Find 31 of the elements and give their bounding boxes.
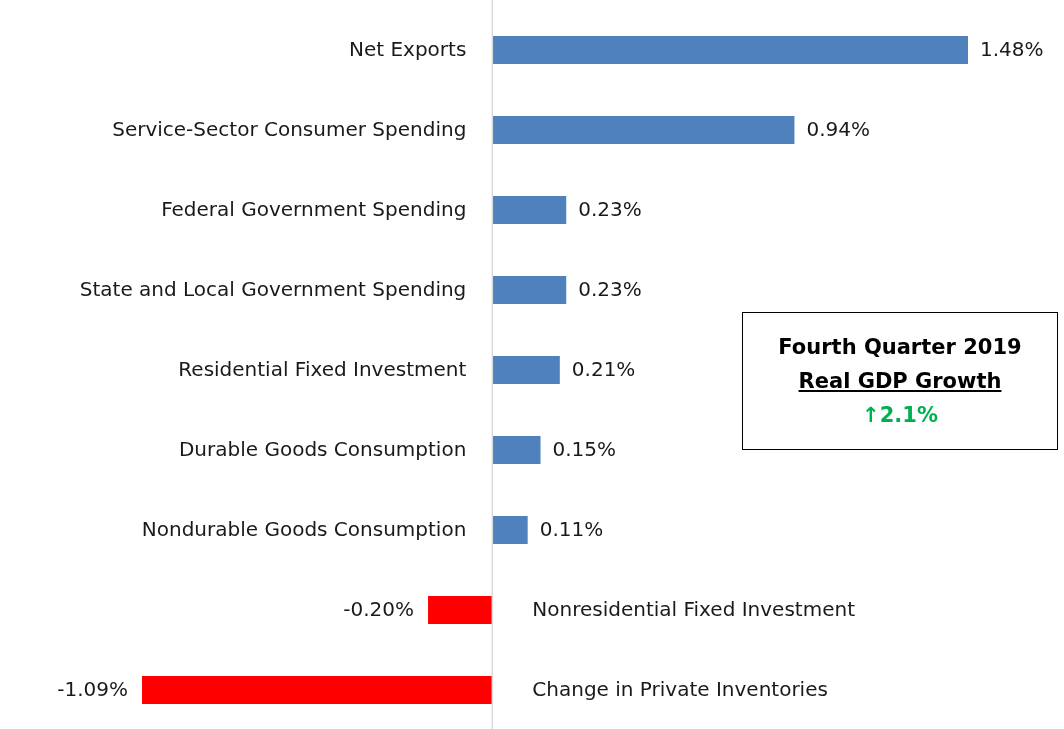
bar [492, 36, 968, 64]
y-tick-label: Service-Sector Consumer Spending [112, 117, 467, 141]
annotation: Real GDP Growth [798, 368, 1002, 395]
data-label: 0.11% [539, 517, 604, 541]
y-tick-label: Net Exports [348, 37, 467, 61]
bar [492, 516, 528, 544]
bar [428, 596, 493, 624]
y-tick-label: Durable Goods Consumption [178, 437, 467, 461]
bar [492, 116, 795, 144]
bar [492, 436, 541, 464]
y-tick-label: State and Local Government Spending [79, 277, 467, 301]
note-box: Fourth Quarter 2019 Real GDP Growth ↑2.1% [742, 312, 1058, 450]
data-label: 0.21% [571, 357, 636, 381]
bar [492, 276, 567, 304]
y-tick-label: Federal Government Spending [161, 197, 467, 221]
y-tick-label: Residential Fixed Investment [178, 357, 467, 381]
data-label: 0.15% [552, 437, 617, 461]
annotation: ↑2.1% [862, 402, 938, 429]
y-tick-label: Nonresidential Fixed Investment [532, 597, 856, 621]
y-tick-label: Nondurable Goods Consumption [141, 517, 467, 541]
bar [492, 196, 567, 224]
data-label: 1.48% [980, 37, 1044, 61]
y-tick-label: Change in Private Inventories [532, 677, 828, 701]
bar [492, 356, 560, 384]
annotation: Fourth Quarter 2019 [778, 334, 1022, 361]
bar [142, 676, 493, 704]
data-label: 0.94% [806, 117, 870, 141]
data-label: 0.23% [578, 277, 642, 301]
data-label: -1.09% [57, 677, 128, 701]
data-label: 0.23% [578, 197, 642, 221]
data-label: -0.20% [343, 597, 415, 621]
